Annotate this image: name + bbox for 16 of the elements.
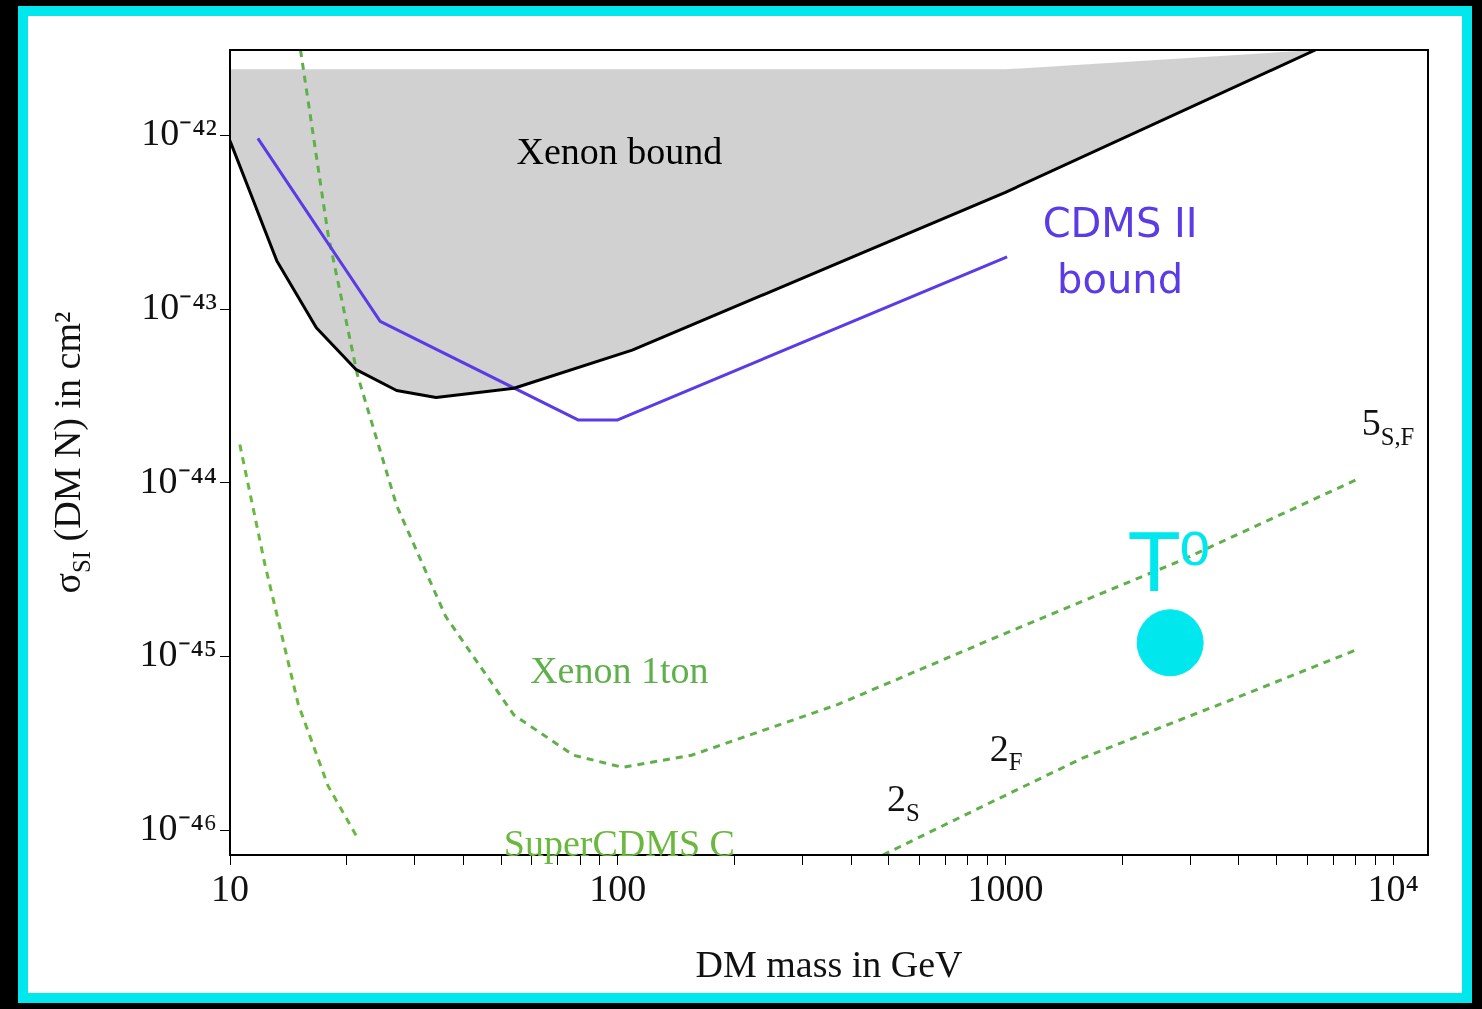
x-tick-label: 10⁴ [1367, 866, 1419, 909]
series-label: CDMS II bound [1042, 199, 1198, 302]
series-label: Xenon 1ton [530, 648, 709, 691]
series-label: T⁰ [1128, 516, 1211, 610]
x-axis-title: DM mass in GeV [695, 943, 964, 985]
y-tick-label: 10⁻⁴² [141, 111, 217, 154]
x-tick-label: 1000 [967, 866, 1044, 909]
y-tick-label: 10⁻⁴⁴ [139, 458, 217, 501]
y-tick-label: 10⁻⁴⁶ [139, 806, 217, 849]
x-tick-label: 100 [589, 866, 647, 909]
y-axis-title: σSI (DM N) in cm² [46, 311, 95, 594]
text: Xenon bound [516, 129, 723, 172]
x-tick-label: 10 [211, 866, 249, 909]
text: SuperCDMS C [503, 821, 735, 864]
y-tick-label: 10⁻⁴³ [141, 285, 217, 328]
y-tick-label: 10⁻⁴⁵ [139, 632, 217, 675]
